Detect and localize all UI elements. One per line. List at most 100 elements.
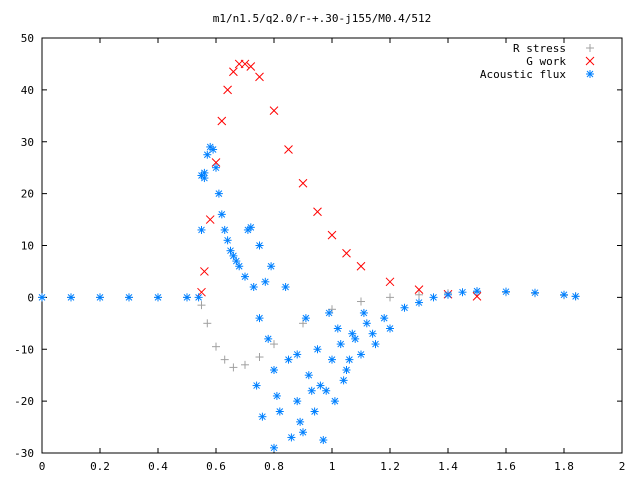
acoustic-flux-point: [531, 288, 539, 297]
legend-marker-r-stress: [586, 44, 594, 52]
acoustic-flux-point: [304, 371, 313, 380]
g-work-point: [284, 145, 293, 154]
y-tick-label: 30: [21, 136, 34, 149]
acoustic-flux-point: [287, 433, 296, 442]
r-stress-point: [203, 319, 212, 328]
acoustic-flux-point: [316, 381, 325, 390]
acoustic-flux-point: [125, 293, 133, 302]
acoustic-flux-point: [339, 376, 348, 385]
acoustic-flux-point: [415, 298, 423, 307]
r-stress-point: [255, 353, 264, 362]
x-tick-label: 0.4: [148, 460, 168, 473]
r-stress-point: [270, 340, 278, 349]
chart-marks: [38, 59, 580, 452]
legend-label-g-work: G work: [526, 55, 566, 68]
chart-title: m1/n1.5/q2.0/r-+.30-j155/M0.4/512: [213, 12, 432, 25]
x-tick-label: 0.8: [264, 460, 284, 473]
r-stress-point: [386, 293, 394, 302]
r-stress-point: [241, 360, 249, 369]
g-work-point: [313, 207, 322, 217]
acoustic-flux-point: [243, 225, 252, 234]
r-stress-point: [197, 301, 206, 310]
x-tick-label: 1.4: [438, 460, 458, 473]
axis-ticks: 0 0.2 0.4 0.6 0.8 1 1.2 1.4 1.6 1.8 2 50 40 30 20 10 0 -1…: [14, 32, 625, 473]
acoustic-flux-point: [333, 324, 342, 333]
acoustic-flux-point: [342, 366, 351, 374]
acoustic-flux-series: [38, 142, 580, 452]
acoustic-flux-point: [183, 293, 191, 302]
x-tick-label: 1: [329, 460, 336, 473]
acoustic-flux-point: [223, 236, 232, 245]
acoustic-flux-point: [473, 287, 481, 296]
g-work-point: [246, 62, 256, 71]
g-work-point: [298, 178, 308, 188]
acoustic-flux-point: [293, 397, 302, 406]
acoustic-flux-point: [325, 308, 334, 317]
acoustic-flux-point: [217, 210, 226, 219]
acoustic-flux-point: [301, 314, 310, 323]
legend-marker-acoustic-flux: [586, 70, 594, 78]
acoustic-flux-point: [571, 292, 580, 301]
acoustic-flux-point: [348, 329, 357, 338]
acoustic-flux-point: [249, 283, 258, 291]
r-stress-point: [212, 342, 220, 351]
acoustic-flux-point: [38, 293, 46, 302]
g-work-point: [205, 215, 215, 224]
y-tick-label: 50: [21, 32, 34, 45]
acoustic-flux-point: [281, 283, 290, 291]
acoustic-flux-point: [299, 428, 307, 437]
acoustic-flux-point: [229, 251, 238, 260]
acoustic-flux-point: [296, 417, 305, 426]
acoustic-flux-point: [275, 407, 284, 416]
g-work-point: [200, 267, 209, 276]
y-tick-label: 20: [21, 188, 34, 201]
g-work-point: [356, 261, 366, 271]
y-tick-label: -20: [14, 395, 34, 408]
x-tick-label: 1.8: [554, 460, 574, 473]
acoustic-flux-point: [322, 386, 331, 395]
g-work-point: [255, 72, 264, 82]
acoustic-flux-point: [310, 407, 319, 416]
g-work-point: [223, 85, 232, 95]
acoustic-flux-point: [232, 257, 241, 266]
acoustic-flux-point: [235, 262, 244, 271]
acoustic-flux-point: [293, 350, 302, 359]
acoustic-flux-point: [313, 345, 322, 354]
acoustic-flux-point: [272, 391, 281, 400]
acoustic-flux-point: [368, 329, 377, 338]
acoustic-flux-point: [203, 150, 212, 159]
y-tick-label: 0: [27, 291, 34, 304]
acoustic-flux-point: [241, 272, 249, 281]
acoustic-flux-point: [429, 293, 438, 302]
acoustic-flux-point: [284, 355, 293, 364]
y-tick-label: -30: [14, 447, 34, 460]
acoustic-flux-point: [458, 288, 467, 297]
r-stress-point: [229, 363, 238, 372]
acoustic-flux-point: [255, 314, 264, 323]
g-work-point: [385, 277, 395, 287]
acoustic-flux-point: [255, 241, 264, 250]
acoustic-flux-point: [67, 293, 75, 302]
g-work-point: [229, 67, 238, 77]
y-tick-label: -10: [14, 343, 34, 356]
x-tick-label: 2: [619, 460, 626, 473]
acoustic-flux-point: [357, 350, 365, 359]
acoustic-flux-point: [400, 303, 409, 312]
acoustic-flux-point: [270, 443, 278, 452]
g-work-point: [217, 116, 227, 126]
acoustic-flux-point: [380, 314, 389, 323]
acoustic-flux-point: [362, 319, 371, 328]
r-stress-series: [38, 288, 580, 372]
acoustic-flux-point: [270, 366, 278, 374]
x-tick-label: 1.2: [380, 460, 400, 473]
legend-label-r-stress: R stress: [513, 42, 566, 55]
acoustic-flux-point: [197, 225, 206, 234]
x-tick-label: 1.6: [496, 460, 516, 473]
y-tick-label: 40: [21, 84, 34, 97]
g-work-point: [342, 248, 351, 258]
g-work-point: [414, 285, 424, 294]
acoustic-flux-point: [209, 145, 218, 154]
acoustic-flux-point: [154, 293, 162, 302]
x-tick-label: 0.2: [90, 460, 110, 473]
